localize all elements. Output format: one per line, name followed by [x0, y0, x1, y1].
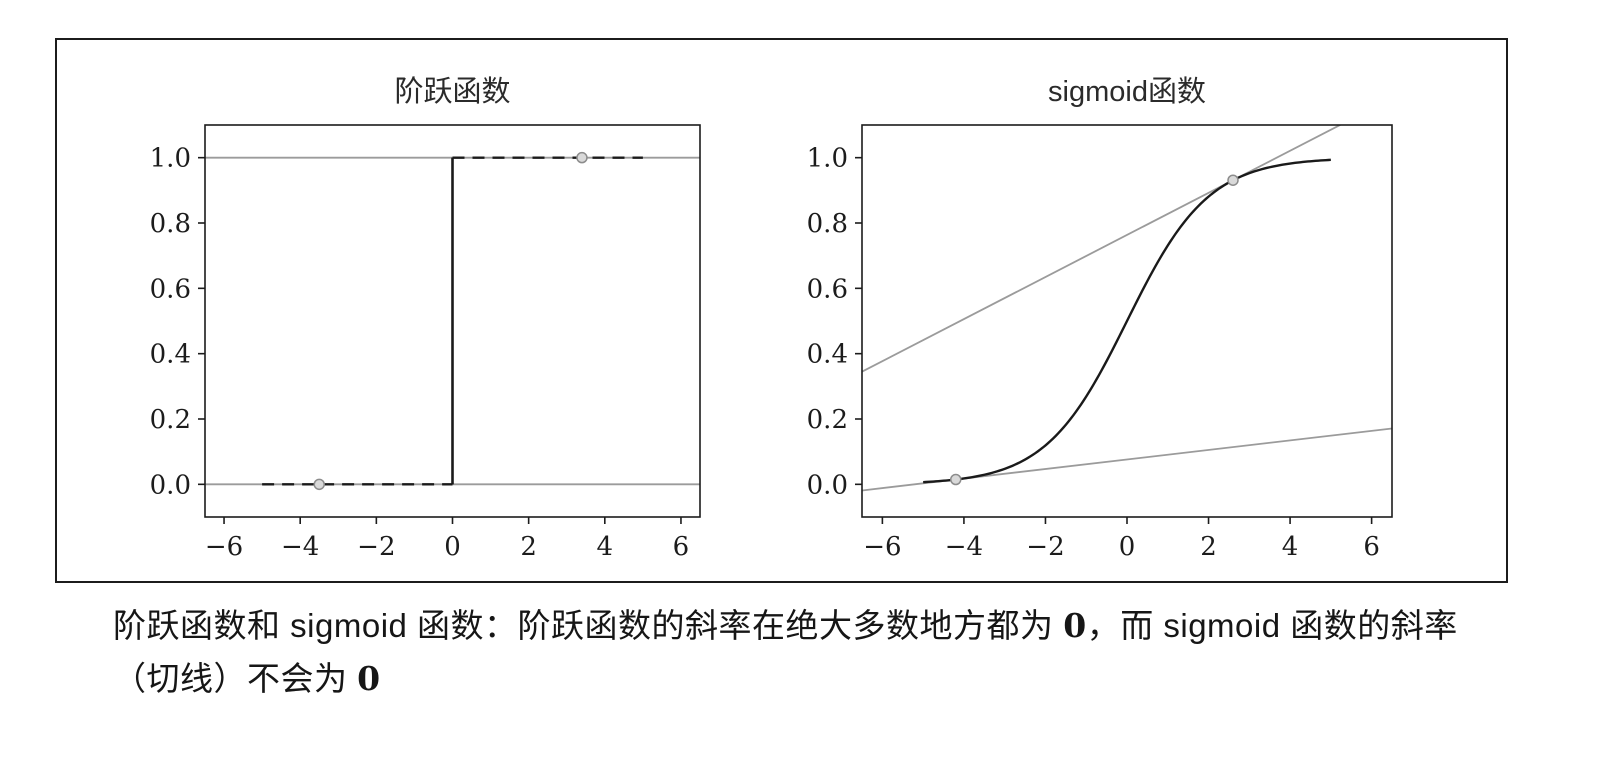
- tangent-point-marker: [313, 478, 325, 491]
- chart-title: sigmoid函数: [1048, 75, 1206, 108]
- y-tick-label: 0.0: [150, 470, 191, 500]
- series-sigmoid-curve: [923, 158, 1331, 484]
- y-tick-label: 0.2: [150, 405, 191, 435]
- series-tangent-upper: [862, 125, 1343, 373]
- caption-text: ，而 sigmoid 函数的斜率（切线）不会为: [113, 607, 1458, 697]
- x-tick-label: 6: [673, 532, 690, 562]
- caption-bold-number: 0: [357, 658, 381, 698]
- y-tick-label: 0.8: [807, 209, 848, 239]
- figure-panel: 阶跃函数 −6 −4 −2 0 2 4 6 0.0 0.2 0.4 0.6 0.8 1.0 sigmoid…: [55, 38, 1508, 583]
- x-tick-label: 4: [1282, 532, 1299, 562]
- x-tick-label: −6: [205, 532, 243, 562]
- y-tick-label: 0.6: [150, 274, 191, 304]
- axes-frame: [861, 124, 1393, 518]
- y-tick-label: 0.6: [807, 274, 848, 304]
- x-tick-label: 2: [520, 532, 537, 562]
- y-tick-label: 1.0: [807, 144, 848, 174]
- x-tick-label: −6: [863, 532, 901, 562]
- tangent-point-marker: [950, 473, 962, 486]
- x-tick-label: −4: [945, 532, 983, 562]
- x-tick-label: −4: [281, 532, 319, 562]
- tangent-point-marker: [576, 151, 588, 164]
- y-tick-label: 1.0: [150, 144, 191, 174]
- axes-frame: [204, 124, 701, 518]
- caption-bold-number: 0: [1063, 606, 1087, 645]
- step-function-chart: 阶跃函数 −6 −4 −2 0 2 4 6 0.0 0.2 0.4 0.6 0.8 1.0: [150, 75, 701, 562]
- x-tick-label: −2: [1026, 532, 1064, 562]
- y-tick-label: 0.8: [150, 209, 191, 239]
- y-tick-label: 0.4: [150, 340, 191, 370]
- y-tick-label: 0.0: [807, 470, 848, 500]
- x-tick-label: 0: [444, 532, 461, 562]
- y-tick-label: 0.2: [807, 405, 848, 435]
- x-tick-label: 4: [597, 532, 614, 562]
- x-tick-label: 0: [1119, 532, 1136, 562]
- x-tick-label: 6: [1363, 532, 1380, 562]
- chart-title: 阶跃函数: [394, 75, 510, 108]
- caption-text: 阶跃函数和 sigmoid 函数：阶跃函数的斜率在绝大多数地方都为: [113, 607, 1064, 644]
- sigmoid-function-chart: sigmoid函数 −6 −4 −2 0 2 4 6 0.0 0.2 0.4 0.6 0.8 1.0: [807, 75, 1393, 562]
- figure-caption: 阶跃函数和 sigmoid 函数：阶跃函数的斜率在绝大多数地方都为 0，而 si…: [113, 600, 1515, 706]
- y-tick-label: 0.4: [807, 340, 848, 370]
- x-tick-label: 2: [1200, 532, 1217, 562]
- x-tick-label: −2: [357, 532, 395, 562]
- tangent-point-marker: [1227, 174, 1239, 186]
